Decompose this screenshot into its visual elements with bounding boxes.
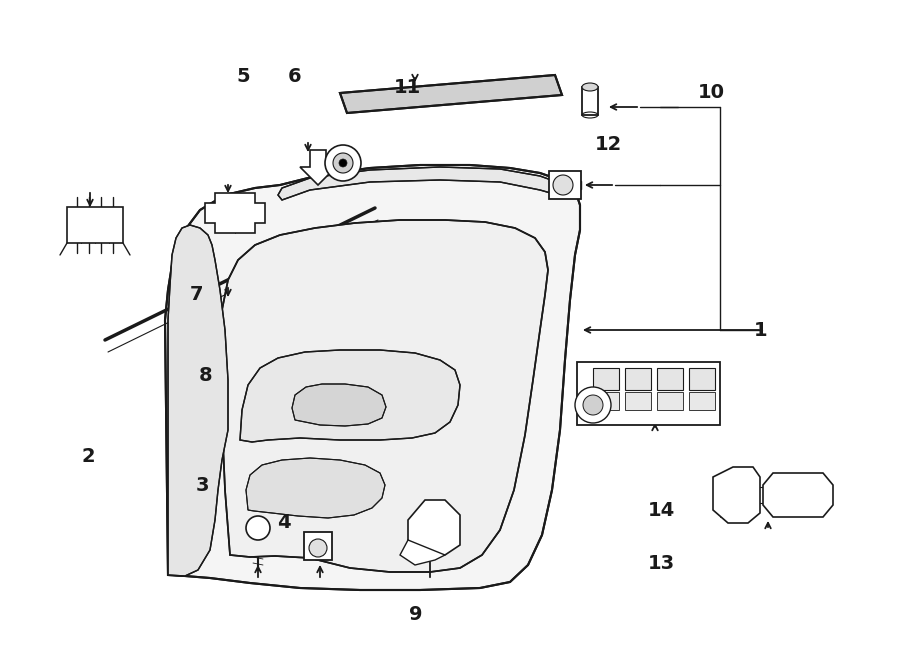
FancyBboxPatch shape <box>689 368 715 390</box>
Circle shape <box>553 175 573 195</box>
FancyBboxPatch shape <box>689 392 715 410</box>
Polygon shape <box>292 384 386 426</box>
Text: 11: 11 <box>394 78 421 97</box>
Polygon shape <box>240 350 460 442</box>
Circle shape <box>325 145 361 181</box>
Circle shape <box>309 539 327 557</box>
Polygon shape <box>400 540 445 565</box>
Text: 1: 1 <box>753 321 768 340</box>
Text: 3: 3 <box>196 477 209 495</box>
FancyBboxPatch shape <box>625 392 651 410</box>
Polygon shape <box>763 473 833 517</box>
Polygon shape <box>278 167 573 200</box>
Ellipse shape <box>582 83 598 91</box>
Text: 13: 13 <box>648 554 675 572</box>
Polygon shape <box>67 207 123 243</box>
Text: 10: 10 <box>698 83 724 102</box>
Text: 7: 7 <box>189 285 202 303</box>
Circle shape <box>339 159 347 167</box>
Text: 6: 6 <box>287 67 302 85</box>
FancyBboxPatch shape <box>657 392 683 410</box>
FancyBboxPatch shape <box>657 368 683 390</box>
Circle shape <box>583 395 603 415</box>
Polygon shape <box>300 150 336 185</box>
Polygon shape <box>220 220 548 572</box>
FancyBboxPatch shape <box>625 368 651 390</box>
Polygon shape <box>168 225 228 576</box>
Polygon shape <box>165 165 580 590</box>
Text: 9: 9 <box>409 605 423 624</box>
Text: 14: 14 <box>648 502 675 520</box>
FancyBboxPatch shape <box>549 171 581 199</box>
Text: 4: 4 <box>276 513 291 531</box>
Text: 8: 8 <box>198 366 212 385</box>
Text: 5: 5 <box>236 67 250 85</box>
Circle shape <box>575 387 611 423</box>
Text: 12: 12 <box>595 135 622 153</box>
Polygon shape <box>246 458 385 518</box>
Circle shape <box>333 153 353 173</box>
FancyBboxPatch shape <box>593 392 619 410</box>
Polygon shape <box>205 193 265 233</box>
Polygon shape <box>713 467 760 523</box>
Text: 2: 2 <box>81 447 95 465</box>
Circle shape <box>246 516 270 540</box>
Polygon shape <box>340 75 562 113</box>
FancyBboxPatch shape <box>593 368 619 390</box>
Polygon shape <box>408 500 460 555</box>
Polygon shape <box>577 362 720 425</box>
FancyBboxPatch shape <box>304 532 332 560</box>
FancyBboxPatch shape <box>582 87 598 115</box>
